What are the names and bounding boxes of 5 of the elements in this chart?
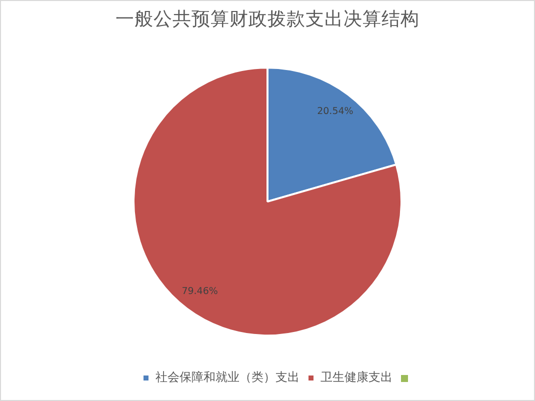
legend-label: 卫生健康支出 (320, 370, 392, 384)
legend-label: 社会保障和就业（类）支出 (156, 370, 300, 384)
chart-title: 一般公共预算财政拨款支出决算结构 (116, 8, 420, 30)
data-label: 20.54% (317, 106, 354, 118)
data-label: 79.46% (182, 286, 218, 297)
